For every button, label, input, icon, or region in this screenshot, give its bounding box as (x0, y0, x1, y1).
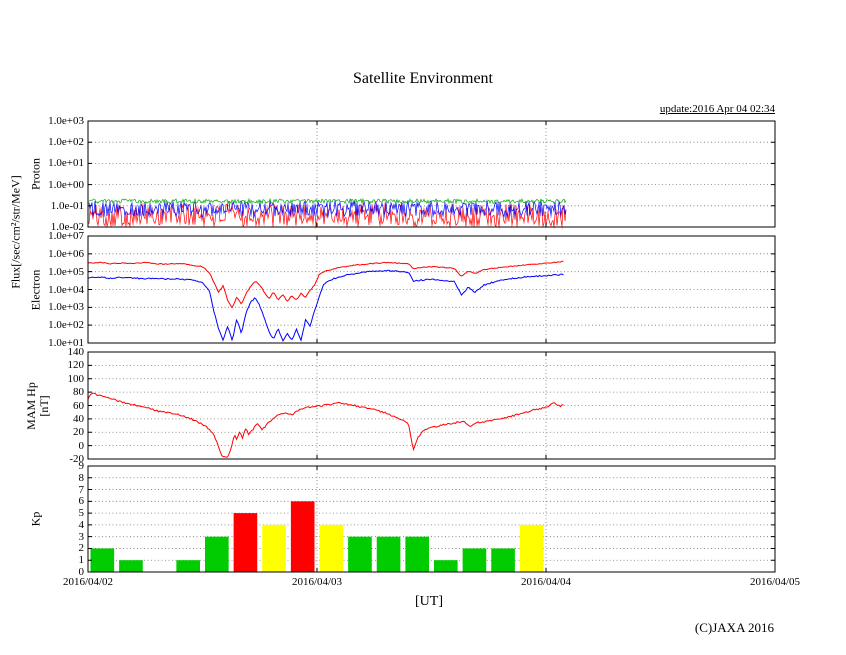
copyright-text: (C)JAXA 2016 (694, 620, 774, 635)
kp-axis-label: Kp (28, 511, 43, 527)
update-timestamp: update:2016 Apr 04 02:34 (659, 103, 775, 115)
mam-hp-axis-label: MAM Hp [nT] (24, 382, 51, 430)
electron-axis-label: Electron (28, 269, 43, 311)
x-axis-title: [UT] (415, 594, 443, 609)
x-tick-label: 2016/04/03 (291, 576, 343, 588)
x-tick-label: 2016/04/02 (62, 576, 114, 588)
mam-hp-axis-label-unit: [nT] (37, 395, 51, 417)
x-tick-label: 2016/04/04 (520, 576, 572, 588)
page-title: Satellite Environment (353, 70, 493, 87)
proton-axis-label: Proton (28, 157, 43, 191)
flux-axis-label: Flux[/sec/cm²/str/MeV] (8, 175, 23, 289)
x-tick-label: 2016/04/05 (749, 576, 801, 588)
